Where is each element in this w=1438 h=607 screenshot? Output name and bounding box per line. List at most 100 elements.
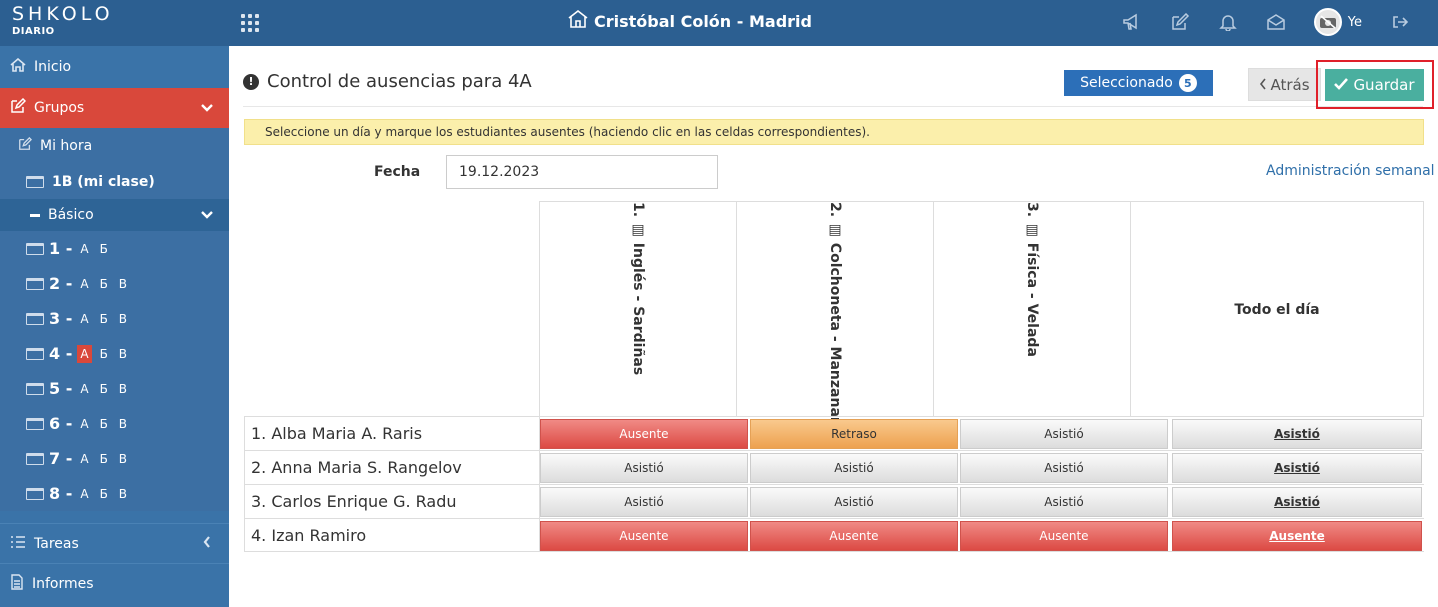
attendance-cell[interactable]: Asistió (960, 419, 1168, 449)
sidebar-item-label: Básico (48, 207, 94, 223)
parallel-link[interactable]: Б (99, 276, 108, 291)
table-row: 1. Alba Maria A. Raris Ausente Retraso Asis… (244, 416, 1424, 450)
sidebar-item-grupos[interactable]: Grupos (0, 88, 229, 128)
sidebar-item-inicio[interactable]: Inicio (0, 46, 229, 88)
column-header-label: 2. ▤ Colchoneta - Manzanares (827, 202, 843, 442)
parallel-link[interactable]: Б (99, 486, 108, 501)
all-day-cell[interactable]: Asistió (1172, 487, 1422, 517)
all-day-cell[interactable]: Asistió (1172, 419, 1422, 449)
main-content: ! Control de ausencias para 4A Seleccion… (229, 46, 1438, 607)
parallel-link[interactable]: Б (99, 241, 108, 256)
parallel-link[interactable]: Б (99, 381, 108, 396)
minus-icon (30, 213, 40, 217)
level-number: 5 - (49, 379, 73, 398)
date-input[interactable]: 19.12.2023 (446, 155, 718, 189)
save-button[interactable]: Guardar (1325, 69, 1424, 101)
sidebar-item-basico[interactable]: Básico (0, 199, 229, 231)
attendance-cell[interactable]: Asistió (540, 487, 748, 517)
school-label: Cristóbal Colón - Madrid (594, 11, 812, 31)
classroom-icon (26, 452, 44, 465)
edit-icon (18, 136, 33, 155)
parallel-link[interactable]: В (118, 381, 128, 396)
parallel-link[interactable]: А (80, 486, 89, 501)
megaphone-icon[interactable] (1122, 12, 1142, 32)
parallel-link[interactable]: А (80, 451, 89, 466)
envelope-open-icon[interactable] (1266, 12, 1286, 32)
level-number: 3 - (49, 309, 73, 328)
attendance-cell[interactable]: Ausente (960, 521, 1168, 551)
sidebar-item-tareas[interactable]: Tareas (0, 523, 229, 563)
parallel-link[interactable]: А (77, 344, 92, 363)
back-button[interactable]: Atrás (1248, 68, 1321, 101)
column-header-2: 2. ▤ Colchoneta - Manzanares (736, 201, 934, 442)
attendance-cell[interactable]: Asistió (960, 453, 1168, 483)
all-day-cell[interactable]: Ausente (1172, 521, 1422, 551)
column-header-3: 3. ▤ Física - Velada (933, 201, 1131, 417)
attendance-cell[interactable]: Ausente (750, 521, 958, 551)
chevron-left-icon (1259, 76, 1267, 94)
sidebar-item-label: Inicio (34, 59, 72, 75)
logo-sub: DIARIO (12, 26, 55, 37)
parallel-link[interactable]: Б (99, 311, 108, 326)
classroom-icon (26, 347, 44, 360)
attendance-cell[interactable]: Retraso (750, 419, 958, 449)
all-day-cell[interactable]: Asistió (1172, 453, 1422, 483)
parallel-link[interactable]: В (118, 311, 128, 326)
attendance-cell[interactable]: Asistió (540, 453, 748, 483)
level-number: 7 - (49, 449, 73, 468)
attendance-cell[interactable]: Asistió (750, 453, 958, 483)
parallel-link[interactable]: Б (99, 346, 108, 361)
sidebar-item-informes[interactable]: Informes (0, 563, 229, 603)
parallel-link[interactable]: В (118, 346, 128, 361)
weekly-admin-link[interactable]: Administración semanal (1266, 163, 1435, 179)
edit-icon (10, 97, 27, 118)
parallel-link[interactable]: А (80, 311, 89, 326)
parallel-link[interactable]: А (80, 381, 89, 396)
logo[interactable]: SHKOLO DIARIO (12, 4, 114, 37)
apps-icon[interactable] (241, 14, 259, 32)
attendance-cell[interactable]: Ausente (540, 419, 748, 449)
sidebar-item-mi-hora[interactable]: Mi hora (0, 128, 229, 164)
sidebar-item-label: Tareas (34, 535, 79, 552)
parallel-link[interactable]: В (118, 486, 128, 501)
top-icons: Ye (1122, 8, 1410, 36)
parallel-link[interactable]: А (80, 416, 89, 431)
bell-icon[interactable] (1218, 12, 1238, 32)
attendance-cell[interactable]: Asistió (960, 487, 1168, 517)
attendance-cell[interactable]: Asistió (750, 487, 958, 517)
parallel-link[interactable]: А (80, 241, 89, 256)
student-name: 4. Izan Ramiro (244, 519, 540, 552)
date-label: Fecha (374, 164, 421, 180)
parallel-link[interactable]: В (118, 276, 128, 291)
back-label: Atrás (1270, 75, 1310, 94)
column-header-label: Todo el día (1234, 301, 1320, 318)
chevron-left-icon (203, 535, 211, 552)
selected-button[interactable]: Seleccionado 5 (1064, 70, 1213, 96)
save-highlight: Guardar (1316, 60, 1434, 109)
parallel-link[interactable]: Б (99, 451, 108, 466)
parallel-link[interactable]: В (118, 451, 128, 466)
logout-icon[interactable] (1390, 12, 1410, 32)
attendance-cell[interactable]: Ausente (540, 521, 748, 551)
list-icon (10, 535, 26, 553)
logo-brand: SHKOLO (12, 3, 114, 25)
parallel-link[interactable]: Б (99, 416, 108, 431)
parallel-link[interactable]: А (80, 276, 89, 291)
avatar (1313, 8, 1342, 36)
column-header-all-day: Todo el día (1130, 201, 1424, 417)
edit-icon[interactable] (1170, 12, 1190, 32)
user-menu[interactable]: Ye (1313, 8, 1362, 36)
top-bar: SHKOLO DIARIO Cristóbal Colón - Madrid Y… (0, 0, 1438, 46)
parallel-link[interactable]: В (118, 416, 128, 431)
sidebar-item-mi-clase[interactable]: 1B (mi clase) (0, 164, 229, 199)
